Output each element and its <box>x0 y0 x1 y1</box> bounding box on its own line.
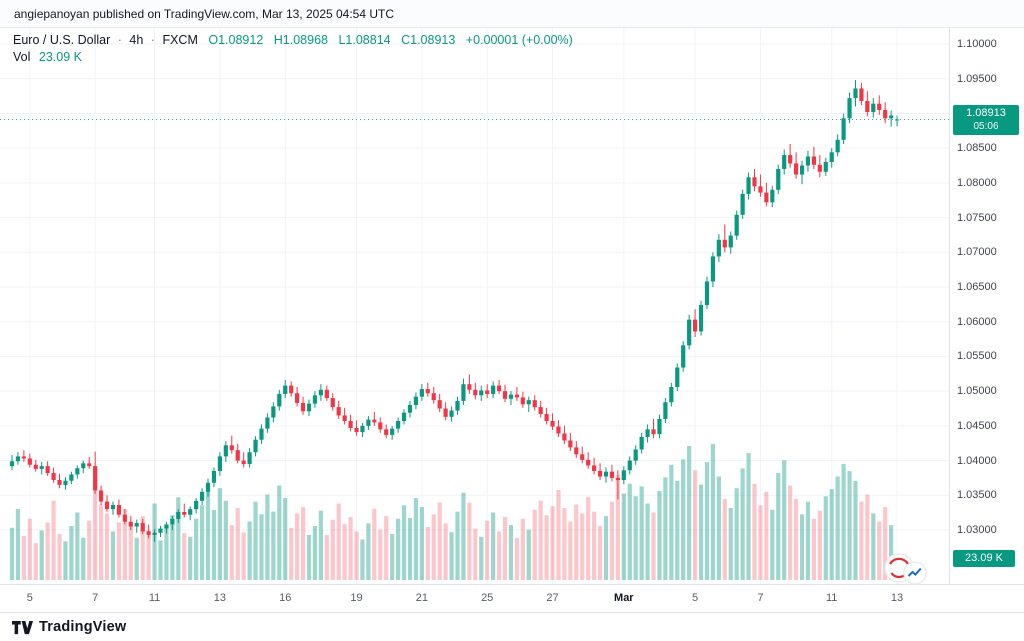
fxcm-logo-icon <box>882 550 928 593</box>
time-tick-label: 7 <box>92 592 99 604</box>
last-price-value: 1.08913 <box>966 107 1006 120</box>
legend-separator: · <box>150 33 155 47</box>
volume-value: 23.09 K <box>38 50 82 64</box>
volume-badge: 23.09 K <box>953 550 1015 568</box>
legend-line-2: Vol 23.09 K <box>13 50 573 64</box>
open-value: O1.08912 <box>208 33 264 47</box>
low-value: L1.08814 <box>338 33 391 47</box>
legend-separator: · <box>117 33 122 47</box>
price-tick-label: 1.09500 <box>957 72 997 85</box>
price-tick-label: 1.05500 <box>957 350 997 363</box>
price-tick-label: 1.03500 <box>957 489 997 502</box>
change-value: +0.00001 (+0.00%) <box>465 33 573 47</box>
tradingview-logo-icon[interactable] <box>12 620 33 635</box>
bar-countdown: 05:06 <box>973 121 999 133</box>
price-tick-label: 1.08000 <box>957 176 997 189</box>
time-tick-label: 16 <box>279 592 292 604</box>
high-value: H1.08968 <box>273 33 328 47</box>
symbol-title[interactable]: Euro / U.S. Dollar <box>13 33 111 47</box>
time-tick-label: 19 <box>350 592 363 604</box>
legend-line-1: Euro / U.S. Dollar · 4h · FXCM O1.08912 … <box>13 33 573 47</box>
chart-area: Euro / U.S. Dollar · 4h · FXCM O1.08912 … <box>0 28 1024 585</box>
time-tick-label: Mar <box>614 592 634 604</box>
attribution-text: angiepanoyan published on TradingView.co… <box>14 6 395 21</box>
price-tick-label: 1.04000 <box>957 454 997 467</box>
price-tick-label: 1.07500 <box>957 211 997 224</box>
time-tick-label: 25 <box>481 592 494 604</box>
tradingview-wordmark[interactable]: TradingView <box>39 619 127 635</box>
time-tick-label: 7 <box>757 592 764 604</box>
close-value: C1.08913 <box>401 33 456 47</box>
volume-label: Vol <box>13 50 31 64</box>
price-axis[interactable]: 1.08913 05:06 23.09 K 1.100001.095001.09… <box>949 28 1024 584</box>
price-tick-label: 1.03000 <box>957 524 997 536</box>
time-tick-label: 21 <box>415 592 428 604</box>
chart-legend: Euro / U.S. Dollar · 4h · FXCM O1.08912 … <box>13 33 573 64</box>
exchange-label: FXCM <box>162 33 198 47</box>
time-tick-label: 5 <box>26 592 33 604</box>
price-tick-label: 1.06000 <box>957 315 997 328</box>
last-price-badge: 1.08913 05:06 <box>953 105 1019 136</box>
attribution-bar: angiepanoyan published on TradingView.co… <box>0 0 1024 28</box>
time-tick-label: 11 <box>148 592 161 604</box>
price-tick-label: 1.06500 <box>957 281 997 293</box>
price-tick-label: 1.07000 <box>957 246 997 259</box>
time-axis[interactable]: 5 7 11 13 16 19 21 25 27 Mar 5 7 11 13 <box>0 584 1024 613</box>
price-tick-label: 1.05000 <box>957 385 997 398</box>
price-tick-label: 1.08500 <box>957 142 997 155</box>
footer-bar: TradingView <box>0 612 1024 641</box>
time-tick-label: 13 <box>213 592 227 604</box>
price-tick-label: 1.10000 <box>957 38 997 50</box>
time-tick-label: 11 <box>826 592 838 604</box>
price-tick-label: 1.04500 <box>957 419 997 432</box>
time-tick-label: 13 <box>890 592 904 604</box>
interval-label[interactable]: 4h <box>129 33 144 47</box>
candlestick-chart[interactable] <box>0 28 949 584</box>
time-tick-label: 27 <box>546 592 559 604</box>
time-tick-label: 5 <box>692 592 699 604</box>
